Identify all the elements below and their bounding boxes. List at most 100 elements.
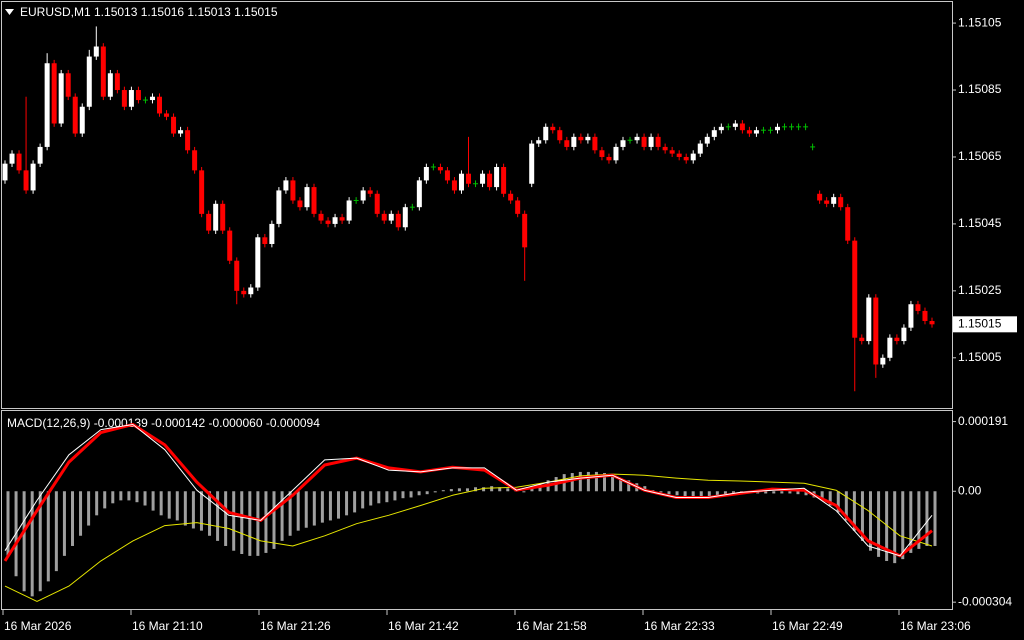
x-tick-label: 16 Mar 21:10 — [132, 619, 203, 633]
candle-body — [536, 140, 542, 144]
candle-body — [171, 116, 177, 134]
candle-body — [845, 207, 851, 241]
candle-body — [873, 297, 879, 365]
candle-body — [564, 140, 570, 147]
candle-body — [592, 136, 598, 151]
current-price-label: 1.15015 — [958, 316, 1002, 330]
candle-body — [234, 260, 240, 291]
candle-body — [192, 150, 198, 171]
candle-body — [185, 130, 191, 151]
candle-body — [880, 357, 886, 365]
candle-body — [529, 143, 535, 184]
candle-body — [65, 73, 71, 97]
candle-body — [93, 46, 99, 57]
candle-body — [206, 213, 212, 231]
candle-body — [606, 156, 612, 161]
x-tick-label: 16 Mar 21:58 — [516, 619, 587, 633]
candle-body — [697, 143, 703, 154]
candle-body — [37, 146, 43, 164]
candle-body — [381, 213, 387, 221]
candle-body — [269, 223, 275, 244]
candle-body — [753, 130, 759, 134]
candle-body — [325, 220, 331, 224]
chart-title: EURUSD,M1 1.15013 1.15016 1.15013 1.1501… — [20, 5, 278, 19]
candle-body — [9, 153, 15, 164]
y-tick-label: 1.15085 — [958, 82, 1002, 96]
y-tick-label: -0.000304 — [958, 594, 1012, 608]
candle-body — [494, 167, 500, 188]
candle-body — [669, 150, 675, 154]
candle-body — [620, 140, 626, 147]
candle-body — [58, 73, 64, 124]
symbol-menu-arrow[interactable] — [5, 9, 14, 15]
candle-body — [332, 217, 338, 224]
candle-body — [107, 73, 113, 97]
candle-body — [508, 193, 514, 201]
candle-body — [164, 113, 170, 117]
candle-body — [283, 180, 289, 191]
candle-body — [866, 297, 872, 342]
candle-body — [395, 213, 401, 228]
candle-body — [388, 213, 394, 221]
candle-body — [662, 146, 668, 151]
candle-body — [711, 130, 717, 137]
candle-body — [543, 126, 549, 141]
candle-body — [121, 90, 127, 107]
candle-body — [114, 73, 120, 91]
candle-body — [887, 337, 893, 358]
candle-body — [402, 207, 408, 228]
current-price-box — [953, 316, 1017, 333]
candle-body — [51, 63, 57, 124]
candle-body — [297, 200, 303, 208]
candle-body — [276, 190, 282, 224]
x-tick-label: 16 Mar 21:42 — [388, 619, 459, 633]
candle-body — [367, 190, 373, 194]
candle-body — [178, 130, 184, 134]
candle-body — [451, 180, 457, 191]
y-tick-label: 0.000191 — [958, 414, 1008, 428]
candle-body — [86, 56, 92, 107]
y-tick-label: 1.15065 — [958, 149, 1002, 163]
candle-body — [128, 90, 134, 107]
y-tick-label: 0.00 — [958, 483, 982, 497]
candle-body — [550, 126, 556, 131]
candle-body — [824, 200, 830, 204]
candle-body — [30, 163, 36, 191]
candle-body — [220, 203, 226, 231]
candle-body — [437, 167, 443, 171]
macd-title: MACD(12,26,9) -0.000139 -0.000142 -0.000… — [7, 416, 320, 430]
candle-body — [135, 90, 141, 101]
candle-body — [922, 310, 928, 321]
candle-body — [501, 167, 507, 194]
candle-body — [213, 203, 219, 231]
candle-body — [732, 123, 738, 127]
candle-body — [487, 173, 493, 188]
candle-body — [648, 136, 654, 147]
candle-body — [915, 304, 921, 311]
candle-body — [466, 173, 471, 184]
candle-body — [311, 187, 317, 214]
candle-body — [339, 217, 345, 221]
candle-body — [578, 136, 584, 141]
candle-body — [704, 136, 710, 144]
y-tick-label: 1.15005 — [958, 350, 1002, 364]
candle-body — [416, 180, 422, 208]
candle-body — [655, 136, 661, 147]
candle-body — [522, 213, 528, 248]
candle-body — [241, 290, 247, 295]
macd-frame — [1, 410, 953, 610]
candle-body — [374, 193, 380, 214]
candle-body — [16, 153, 22, 171]
candle-body — [72, 96, 78, 134]
candle-body — [775, 126, 780, 131]
candle-body — [683, 156, 689, 161]
candle-body — [571, 136, 577, 147]
candle-body — [599, 150, 605, 157]
candle-body — [613, 146, 619, 161]
candle-body — [444, 170, 450, 181]
candle-body — [2, 163, 8, 181]
candle-body — [100, 46, 106, 97]
candle-body — [360, 190, 366, 201]
candle-body — [641, 136, 647, 147]
candle-body — [746, 130, 752, 134]
